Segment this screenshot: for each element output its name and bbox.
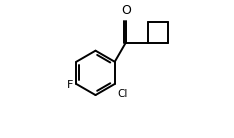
Text: Cl: Cl (117, 89, 127, 99)
Text: F: F (67, 80, 73, 90)
Text: O: O (121, 4, 131, 17)
